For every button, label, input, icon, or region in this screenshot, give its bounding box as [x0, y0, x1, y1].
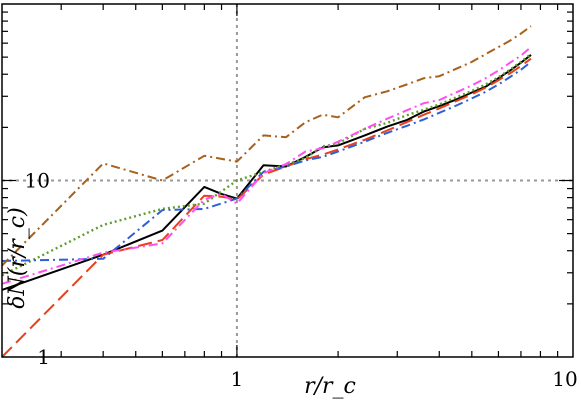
- y-tick-label: 1: [37, 345, 50, 369]
- series-line-3: [1, 53, 532, 277]
- x-axis-label: r/r_c: [304, 374, 356, 399]
- y-axis-label: δN(r/r_c): [5, 207, 30, 308]
- tick-marks: 1 10 1 10: [2, 4, 578, 391]
- series-group: [1, 25, 532, 358]
- axis-labels: r/r_c δN(r/r_c): [5, 207, 356, 399]
- x-tick-label: 10: [552, 367, 577, 391]
- series-line-6: [1, 25, 532, 267]
- x-tick-label: 1: [231, 367, 244, 391]
- series-line-1: [1, 54, 532, 291]
- series-line-2: [1, 57, 532, 358]
- y-tick-label: 10: [25, 169, 50, 193]
- series-line-4: [1, 61, 532, 262]
